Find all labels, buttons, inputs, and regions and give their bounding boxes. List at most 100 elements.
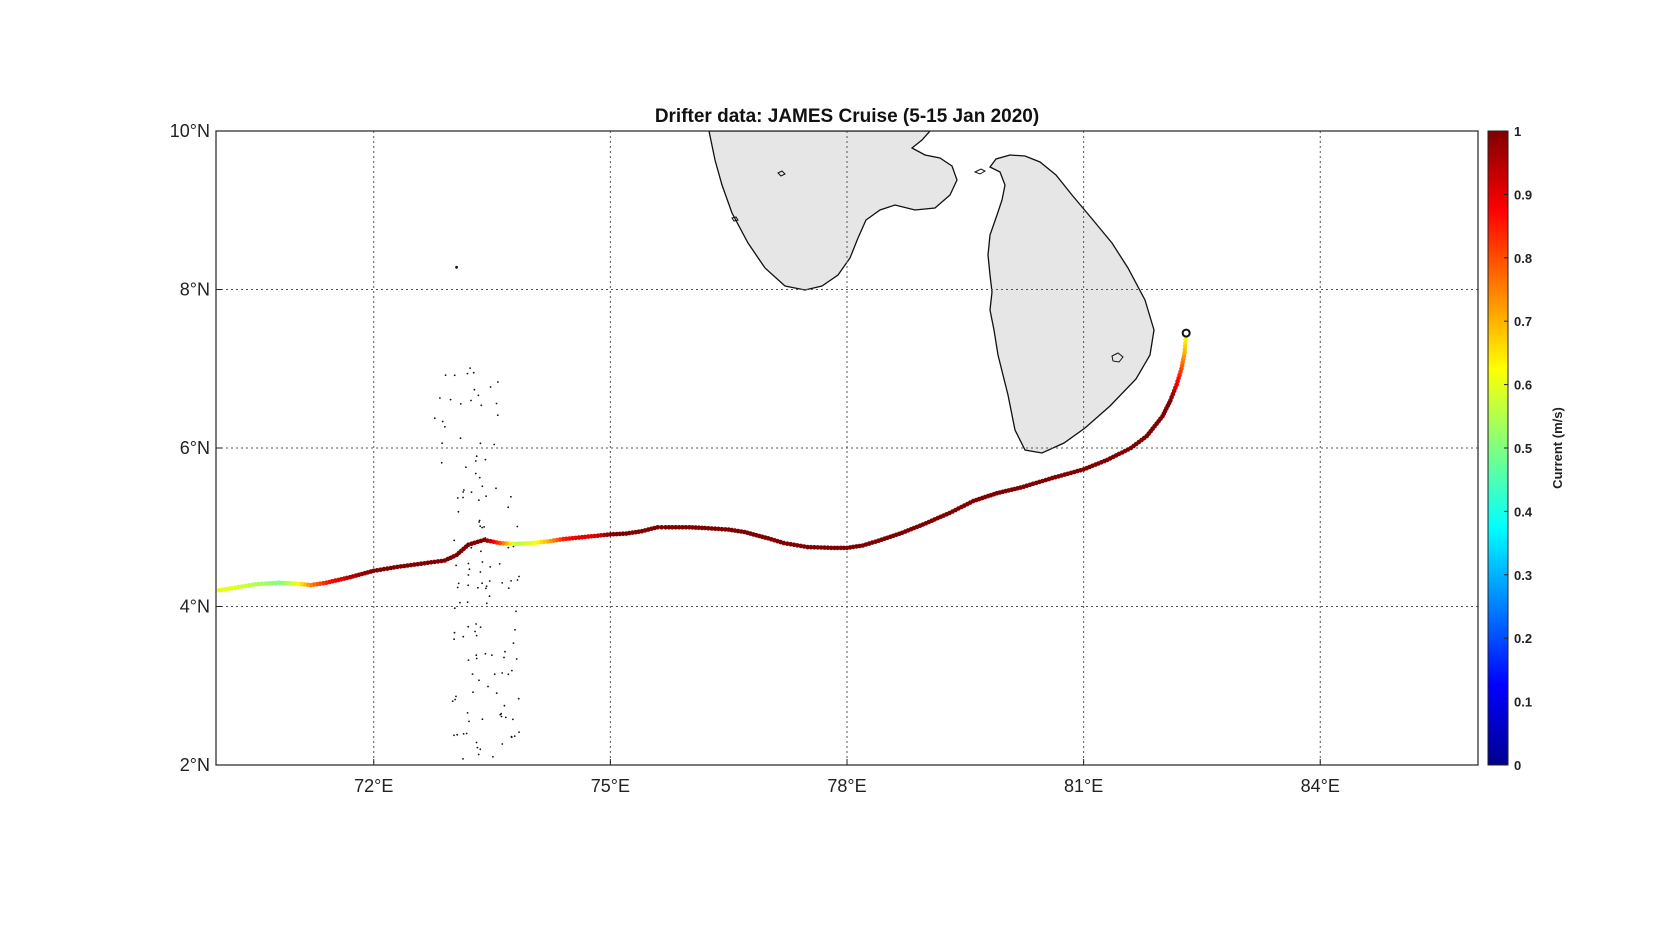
atoll-dot xyxy=(478,499,480,501)
drifter-point xyxy=(623,531,629,536)
atoll-dot xyxy=(497,381,499,383)
atoll-dot xyxy=(474,630,476,633)
drifter-point xyxy=(844,545,850,551)
drifter-point xyxy=(422,561,427,566)
map-title: Drifter data: JAMES Cruise (5-15 Jan 202… xyxy=(655,106,1039,127)
atoll-dot xyxy=(455,564,457,567)
atoll-dot xyxy=(512,642,515,644)
gulf-islet-3 xyxy=(731,216,739,222)
atoll-dot xyxy=(504,650,506,653)
colorbar-tick-label: 0.3 xyxy=(1514,568,1532,583)
atoll-dot xyxy=(492,755,494,758)
drifter-point xyxy=(401,563,407,569)
atoll-dot xyxy=(444,374,447,376)
drifter-point xyxy=(812,545,817,550)
atoll-dot xyxy=(493,673,496,676)
maldives-atolls xyxy=(433,265,520,765)
atoll-dot xyxy=(481,582,483,585)
drifter-point xyxy=(838,545,843,551)
gulf-islet-1 xyxy=(777,170,786,177)
lat-tick-label: 10°N xyxy=(170,121,210,141)
drifter-point xyxy=(687,525,692,530)
atoll-dot xyxy=(516,579,519,581)
atoll-dot xyxy=(451,700,454,702)
drifter-point xyxy=(828,545,834,551)
drifter-point xyxy=(418,561,424,566)
atoll-dot xyxy=(479,571,482,573)
atoll-dot xyxy=(484,458,487,461)
atoll-dot xyxy=(484,652,487,655)
atoll-dot xyxy=(512,545,515,548)
atoll-dot xyxy=(459,437,462,440)
atoll-dot xyxy=(491,654,493,656)
drifter-point xyxy=(439,558,444,564)
colorbar-tick-label: 0.1 xyxy=(1514,695,1532,710)
atoll-dot xyxy=(478,679,480,682)
drifter-point xyxy=(683,525,689,530)
atoll-dot xyxy=(456,497,459,499)
drifter-point xyxy=(415,561,421,567)
drifter-point xyxy=(249,582,255,588)
atoll-dot xyxy=(485,585,488,588)
drifter-point xyxy=(723,527,728,532)
atoll-dot xyxy=(489,566,492,568)
atoll-dot xyxy=(500,715,503,718)
drifter-point xyxy=(785,541,790,546)
atoll-dot xyxy=(489,386,492,388)
atoll-dot xyxy=(467,625,470,628)
drifter-point xyxy=(818,545,824,550)
atoll-dot xyxy=(510,495,512,498)
drifter-point xyxy=(1182,344,1188,349)
lon-tick-label: 84°E xyxy=(1301,776,1340,796)
atoll-dot xyxy=(518,731,520,733)
atoll-dot xyxy=(469,367,471,369)
lon-tick-label: 78°E xyxy=(827,776,866,796)
atoll-dot xyxy=(471,673,474,675)
atoll-dot xyxy=(479,525,482,527)
drifter-point xyxy=(1183,337,1188,343)
sri-lanka-lagoon xyxy=(1111,352,1124,363)
drifter-point xyxy=(259,581,265,587)
atoll-dot xyxy=(465,466,467,468)
atoll-dot xyxy=(512,718,514,721)
drifter-point xyxy=(805,544,810,550)
atoll-dot xyxy=(470,491,473,493)
atoll-dot xyxy=(453,734,455,737)
atoll-dot xyxy=(478,519,481,522)
atoll-dot xyxy=(488,595,491,598)
drifter-point xyxy=(504,541,509,546)
atoll-dot xyxy=(467,659,470,661)
drifter-point xyxy=(659,525,664,530)
drifter-point xyxy=(680,525,685,530)
atoll-dot xyxy=(441,442,443,445)
atoll-dot xyxy=(462,733,465,735)
atoll-dot xyxy=(465,732,468,735)
drifter-point xyxy=(1183,340,1188,346)
atoll-dot xyxy=(479,442,482,445)
drifter-point xyxy=(256,581,262,587)
colorbar-tick-label: 0.8 xyxy=(1514,251,1532,266)
atoll-dot xyxy=(515,658,518,660)
atoll-dot xyxy=(507,587,510,589)
lat-tick-label: 4°N xyxy=(180,597,210,617)
drifter-point xyxy=(246,583,251,588)
atoll-dot xyxy=(472,691,474,694)
drifter-point xyxy=(1182,347,1188,352)
colorbar-tick-label: 0.6 xyxy=(1514,378,1532,393)
drifter-point xyxy=(276,580,282,585)
drifter-point xyxy=(432,559,437,565)
atoll-dot xyxy=(457,582,460,585)
drifter-point xyxy=(788,541,793,547)
atoll-dot xyxy=(462,758,464,760)
atoll-dot xyxy=(440,461,443,464)
atoll-dot xyxy=(463,489,465,491)
atoll-dot xyxy=(499,713,502,716)
drifter-point xyxy=(825,545,831,550)
colorbar-tick-label: 0 xyxy=(1514,758,1521,773)
atoll-dot xyxy=(513,735,516,737)
atoll-dot xyxy=(439,397,441,399)
atoll-dot xyxy=(478,476,481,479)
drifter-point xyxy=(666,525,672,530)
atoll-dot xyxy=(470,546,473,549)
